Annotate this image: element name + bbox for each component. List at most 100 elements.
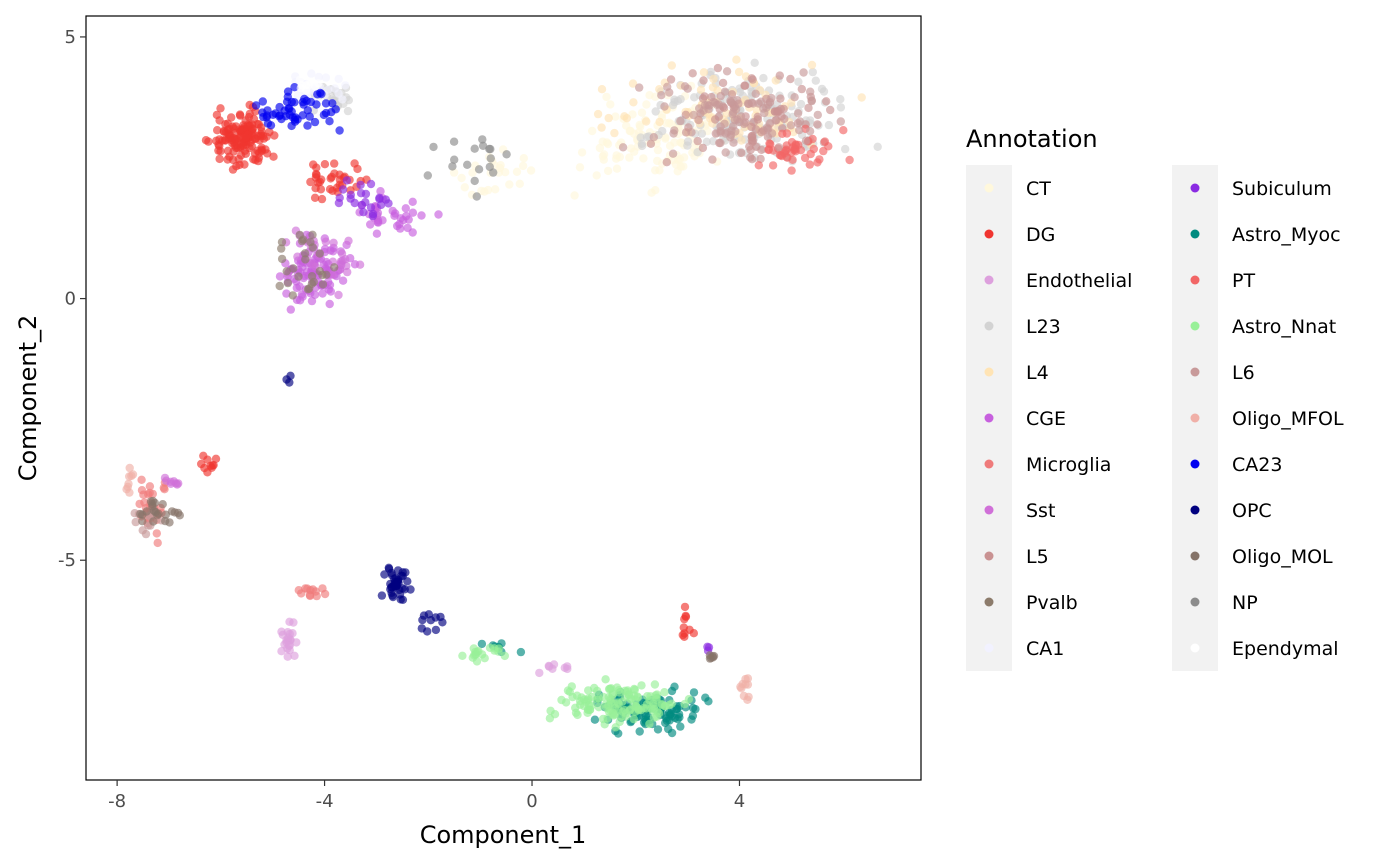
legend-label: Endothelial <box>1026 270 1132 292</box>
data-point <box>727 90 737 99</box>
data-point <box>794 77 803 87</box>
data-point <box>805 160 814 169</box>
data-point <box>592 171 601 180</box>
data-point <box>327 108 336 117</box>
data-point <box>257 127 266 136</box>
data-point <box>306 97 316 107</box>
data-point <box>308 585 318 594</box>
data-point <box>315 249 324 258</box>
data-point <box>636 133 645 142</box>
data-point <box>275 281 284 291</box>
data-point <box>776 94 785 103</box>
data-point <box>780 149 789 158</box>
legend-label: Astro_Myoc <box>1232 224 1341 246</box>
data-point <box>243 120 253 129</box>
data-point <box>330 159 339 168</box>
data-point <box>708 155 717 164</box>
data-point <box>312 163 321 172</box>
data-point <box>615 717 624 727</box>
data-point <box>639 154 648 163</box>
data-point <box>356 180 365 190</box>
data-point <box>221 120 230 129</box>
data-point <box>668 149 678 158</box>
y-axis: 5 0 -5 <box>58 27 86 571</box>
legend-label: Astro_Nnat <box>1232 316 1336 338</box>
data-point <box>328 99 337 108</box>
legend-title: Annotation <box>966 125 1098 153</box>
data-point <box>327 172 336 182</box>
data-point <box>618 697 627 706</box>
data-point <box>577 148 587 157</box>
data-point <box>125 488 134 497</box>
data-point <box>277 237 287 247</box>
data-point <box>277 647 286 656</box>
data-point <box>203 455 212 464</box>
data-point <box>625 705 635 714</box>
series-microglia <box>135 475 330 601</box>
data-point <box>651 166 660 175</box>
legend-key <box>1190 367 1200 377</box>
legend-item: CA1 <box>984 638 1064 660</box>
data-point <box>688 69 697 78</box>
data-points <box>122 55 882 738</box>
legend-key <box>1190 275 1200 285</box>
data-point <box>628 79 638 88</box>
data-point <box>759 104 768 113</box>
data-point <box>732 55 741 64</box>
data-point <box>743 99 753 108</box>
data-point <box>294 272 303 281</box>
series-pvalb <box>275 230 339 300</box>
data-point <box>477 186 486 196</box>
data-point <box>561 698 571 707</box>
data-point <box>290 83 299 92</box>
data-point <box>284 633 293 642</box>
data-point <box>148 500 157 509</box>
data-point <box>212 136 221 145</box>
data-point <box>408 197 417 206</box>
legend-label: DG <box>1026 224 1055 246</box>
data-point <box>653 725 663 734</box>
data-point <box>800 153 810 163</box>
data-point <box>235 125 244 134</box>
data-point <box>642 117 651 126</box>
data-point <box>388 591 397 600</box>
data-point <box>737 148 746 158</box>
legend-key <box>1190 643 1200 653</box>
data-point <box>642 132 652 142</box>
data-point <box>806 87 815 96</box>
data-point <box>326 287 335 296</box>
data-point <box>263 106 272 115</box>
data-point <box>747 155 757 164</box>
data-point <box>286 371 295 380</box>
data-point <box>635 727 644 736</box>
data-point <box>696 85 706 95</box>
data-point <box>735 118 744 127</box>
data-point <box>716 138 725 148</box>
data-point <box>588 126 597 136</box>
data-point <box>240 160 249 169</box>
data-point <box>807 60 817 70</box>
legend-key <box>984 643 994 653</box>
data-point <box>295 75 304 85</box>
data-point <box>570 191 579 200</box>
data-point <box>630 684 639 694</box>
data-point <box>629 98 638 107</box>
data-point <box>786 74 795 84</box>
data-point <box>635 120 644 130</box>
data-point <box>737 136 746 145</box>
data-point <box>526 166 536 175</box>
data-point <box>654 709 664 718</box>
data-point <box>600 720 609 729</box>
data-point <box>786 121 796 130</box>
data-point <box>277 244 286 253</box>
data-point <box>649 133 658 142</box>
data-point <box>283 87 293 96</box>
data-point <box>681 612 691 621</box>
data-point <box>697 129 707 138</box>
data-point <box>505 180 514 189</box>
data-point <box>342 176 352 185</box>
legend-key <box>1190 597 1200 607</box>
data-point <box>808 67 817 77</box>
data-point <box>483 185 493 195</box>
data-point <box>711 115 720 124</box>
